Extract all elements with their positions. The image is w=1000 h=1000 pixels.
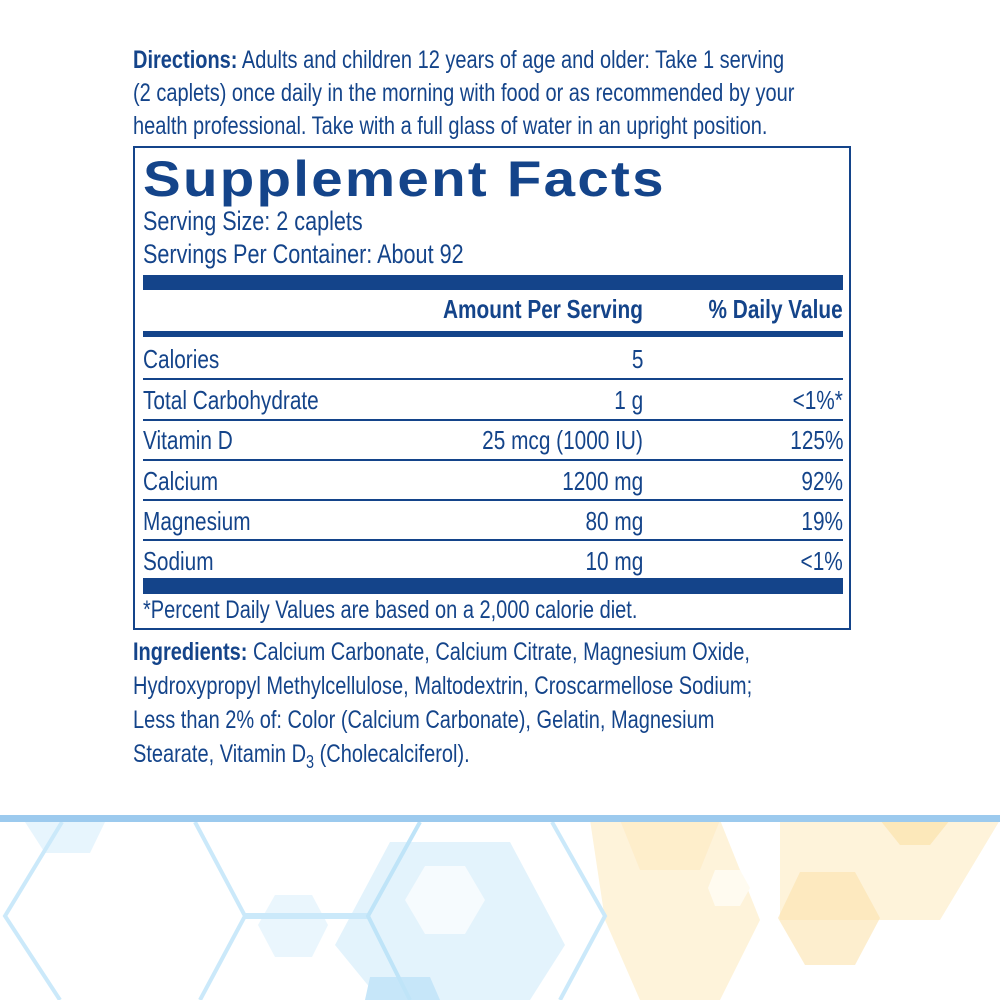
nutrient-amount: 1 g: [614, 385, 643, 415]
nutrient-row: Magnesium 80 mg 19%: [143, 500, 843, 540]
nutrient-dv: 19%: [801, 506, 843, 536]
thick-divider: [143, 578, 843, 594]
nutrient-row: Calcium 1200 mg 92%: [143, 460, 843, 500]
nutrient-dv: 125%: [789, 425, 843, 455]
header-daily-value: % Daily Value: [708, 294, 843, 324]
ingredients-line-2: Hydroxypropyl Methylcellulose, Maltodext…: [133, 672, 753, 700]
nutrient-dv: 92%: [801, 466, 843, 496]
nutrient-row: Sodium 10 mg <1%: [143, 540, 843, 580]
directions-line-2: (2 caplets) once daily in the morning wi…: [133, 79, 795, 107]
serving-size: Serving Size: 2 caplets: [143, 206, 363, 236]
nutrient-amount: 80 mg: [585, 506, 643, 536]
ingredients-line-1: Ingredients: Calcium Carbonate, Calcium …: [133, 638, 750, 666]
nutrient-dv: <1%*: [792, 385, 843, 415]
nutrient-row: Calories 5: [143, 338, 843, 378]
nutrient-name: Magnesium: [143, 506, 251, 536]
directions-line-1: Directions: Adults and children 12 years…: [133, 46, 785, 74]
yellow-hexagons: [590, 820, 1000, 1000]
facts-title: Supplement Facts: [143, 151, 666, 207]
nutrient-amount: 10 mg: [585, 546, 643, 576]
supplement-facts-panel: [133, 146, 851, 630]
nutrient-name: Vitamin D: [143, 425, 233, 455]
row-divider: [143, 419, 843, 421]
row-divider: [143, 499, 843, 501]
nutrient-name: Calories: [143, 344, 220, 374]
ingredients-label: Ingredients:: [133, 638, 248, 666]
ingredients-line-4: Stearate, Vitamin D3 (Cholecalciferol).: [133, 740, 470, 772]
servings-per-container: Servings Per Container: About 92: [143, 239, 464, 269]
nutrient-name: Calcium: [143, 466, 219, 496]
ingredients-line-3: Less than 2% of: Color (Calcium Carbonat…: [133, 706, 715, 734]
nutrient-name: Sodium: [143, 546, 214, 576]
nutrient-dv: <1%: [800, 546, 843, 576]
nutrient-row: Total Carbohydrate 1 g <1%*: [143, 379, 843, 419]
row-divider: [143, 378, 843, 380]
thick-divider: [143, 275, 843, 290]
footnote: *Percent Daily Values are based on a 2,0…: [143, 596, 638, 624]
nutrient-row: Vitamin D 25 mcg (1000 IU) 125%: [143, 419, 843, 459]
nutrient-amount: 5: [631, 344, 643, 374]
directions-line-3: health professional. Take with a full gl…: [133, 112, 768, 140]
nutrient-amount: 25 mcg (1000 IU): [482, 425, 643, 455]
top-band: [0, 815, 1000, 822]
header-amount: Amount Per Serving: [443, 294, 643, 324]
nutrient-amount: 1200 mg: [562, 466, 643, 496]
blue-hexagons: [2, 820, 608, 1000]
hexagon-background: [0, 815, 1000, 1000]
row-divider: [143, 539, 843, 541]
medium-divider: [143, 331, 843, 337]
row-divider: [143, 459, 843, 461]
directions-label: Directions:: [133, 46, 238, 74]
nutrient-name: Total Carbohydrate: [143, 385, 319, 415]
